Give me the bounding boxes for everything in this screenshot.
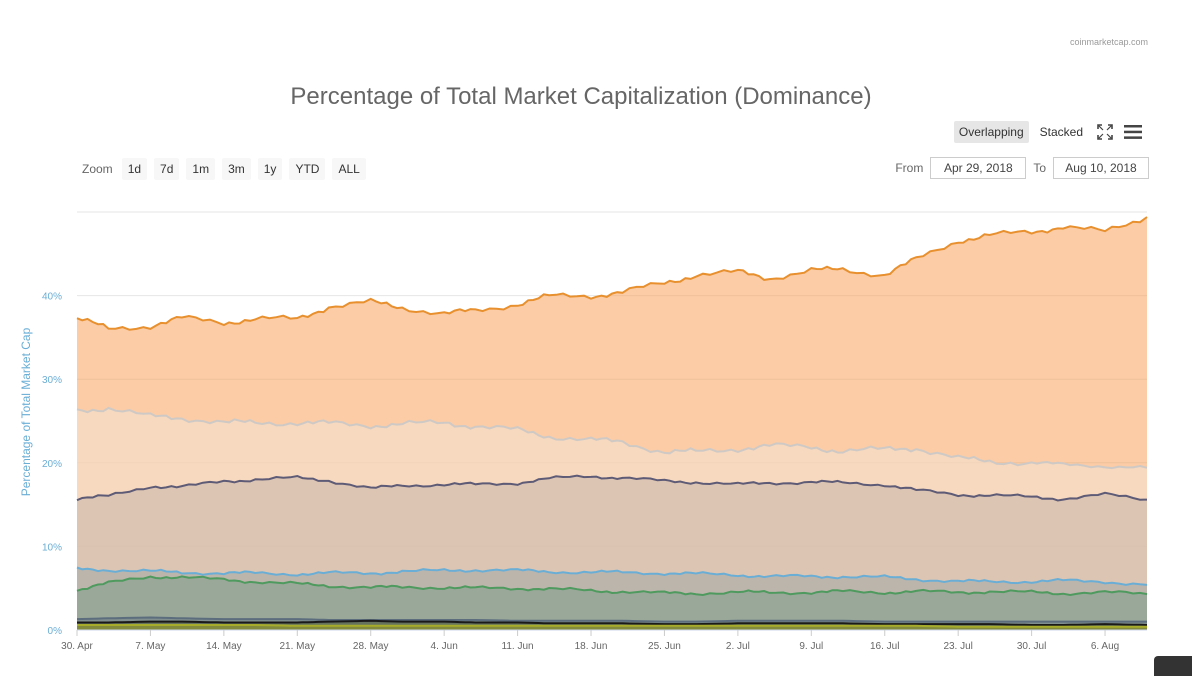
x-tick-label: 18. Jun [575, 641, 608, 652]
to-date-input[interactable]: Aug 10, 2018 [1053, 157, 1149, 179]
zoom-1m-button[interactable]: 1m [186, 158, 216, 180]
y-axis-ticks: 0% 10% 20% 30% 40% [42, 292, 62, 637]
y-tick-label: 0% [48, 626, 63, 637]
y-tick-label: 10% [42, 542, 62, 553]
x-tick-label: 9. Jul [799, 641, 823, 652]
series-area-4 [77, 576, 1147, 630]
series-line-4 [76, 575, 1148, 597]
series-line-6 [77, 619, 1148, 626]
x-tick-label: 16. Jul [870, 641, 899, 652]
to-label: To [1033, 161, 1046, 175]
x-tick-label: 23. Jul [943, 641, 972, 652]
zoom-7d-button[interactable]: 7d [154, 158, 180, 180]
x-tick-label: 4. Jun [431, 641, 458, 652]
from-date-input[interactable]: Apr 29, 2018 [930, 157, 1027, 179]
y-tick-label: 20% [42, 459, 62, 470]
series-line-3 [76, 566, 1148, 586]
series-line-2 [76, 474, 1148, 502]
chart-credit[interactable]: coinmarketcap.com [1069, 37, 1148, 47]
zoom-ytd-button[interactable]: YTD [289, 158, 326, 180]
zoom-1y-button[interactable]: 1y [257, 158, 283, 180]
zoom-all-button[interactable]: ALL [332, 158, 366, 180]
zoom-label: Zoom [82, 162, 113, 176]
stacked-button[interactable]: Stacked [1039, 125, 1083, 139]
x-tick-label: 30. Jul [1017, 641, 1046, 652]
x-tick-label: 14. May [206, 641, 242, 652]
series-line-0 [76, 216, 1148, 331]
x-tick-label: 2. Jul [726, 641, 750, 652]
x-tick-label: 28. May [353, 641, 389, 652]
overlapping-button[interactable]: Overlapping [953, 121, 1029, 143]
hamburger-menu-icon[interactable] [1122, 121, 1144, 143]
chart-title: Percentage of Total Market Capitalizatio… [290, 83, 872, 110]
series-line-1 [76, 406, 1148, 470]
series-lines [76, 216, 1148, 628]
x-tick-label: 7. May [135, 641, 165, 652]
expand-icon[interactable] [1094, 121, 1116, 143]
y-axis-label: Percentage of Total Market Cap [19, 327, 33, 496]
series-line-5 [76, 616, 1147, 623]
x-tick-label: 6. Aug [1091, 641, 1119, 652]
x-axis-ticks: 30. Apr 7. May 14. May 21. May 28. May 4. Jun… [61, 630, 1119, 652]
zoom-bar: Zoom 1d 7d 1m 3m 1y YTD ALL [82, 158, 366, 180]
y-tick-label: 40% [42, 292, 62, 303]
x-tick-label: 11. Jun [502, 641, 534, 652]
zoom-3m-button[interactable]: 3m [222, 158, 251, 180]
date-range-bar: From Apr 29, 2018 To Aug 10, 2018 [895, 157, 1149, 179]
view-toggle-bar: Overlapping Stacked [953, 121, 1144, 143]
x-tick-label: 21. May [280, 641, 316, 652]
series-line-7 [77, 624, 1147, 628]
x-tick-label: 30. Apr [61, 641, 93, 652]
corner-widget[interactable] [1154, 656, 1192, 676]
x-tick-label: 25. Jun [648, 641, 681, 652]
y-tick-label: 30% [42, 375, 62, 386]
from-label: From [895, 161, 924, 175]
zoom-1d-button[interactable]: 1d [121, 158, 148, 180]
series-areas [77, 217, 1147, 630]
